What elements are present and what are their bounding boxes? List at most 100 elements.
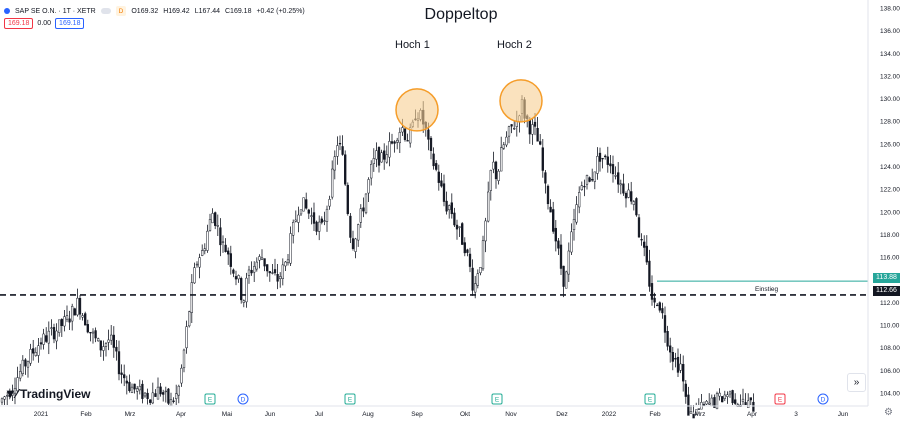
candle (606, 146, 609, 173)
y-tick-label: 138.00 (880, 6, 900, 13)
candle (455, 219, 459, 240)
candle (749, 397, 752, 405)
candle (403, 127, 407, 142)
candle (247, 265, 251, 284)
candle (6, 392, 9, 405)
candle (16, 366, 19, 393)
candle (398, 127, 401, 154)
entry-label: Einstieg (755, 286, 779, 293)
candle (190, 274, 193, 324)
candle (208, 213, 212, 232)
earnings-marker[interactable]: E (774, 393, 786, 405)
candle (682, 355, 685, 392)
candle (380, 149, 383, 163)
candle (198, 253, 201, 279)
candle (29, 343, 32, 366)
earnings-marker[interactable]: E (644, 393, 656, 405)
candle (510, 124, 513, 134)
candle (461, 222, 464, 245)
candle (630, 181, 633, 205)
candle (292, 219, 295, 244)
candle (484, 217, 487, 253)
dividend-marker[interactable]: D (237, 393, 249, 405)
levels: Einstieg (0, 280, 868, 296)
chart-title: Doppeltop (424, 6, 498, 23)
candle (271, 263, 274, 275)
candle (253, 261, 256, 282)
candle (671, 346, 674, 371)
candle (658, 301, 661, 313)
candle (68, 310, 71, 331)
candle (604, 154, 607, 160)
tradingview-logo-text: TradingView (20, 386, 91, 401)
candle (531, 118, 534, 145)
dividend-marker[interactable]: D (817, 393, 829, 405)
chart-settings-button[interactable]: ⚙ (884, 407, 893, 418)
candle (552, 201, 555, 234)
candle (336, 136, 339, 165)
candle (39, 337, 43, 350)
event-type-label: E (648, 397, 653, 404)
candle (13, 377, 17, 405)
candle (718, 388, 721, 401)
candle (505, 131, 508, 148)
event-type-label: E (778, 397, 783, 404)
candle (8, 388, 11, 400)
candle (744, 393, 747, 405)
candle (739, 394, 742, 407)
candle (726, 391, 729, 404)
candle (557, 237, 560, 255)
candle (367, 177, 370, 202)
candle (388, 132, 391, 167)
x-tick-label: Dez (556, 411, 568, 418)
y-tick-label: 122.00 (880, 187, 900, 194)
candle (627, 183, 630, 199)
earnings-marker[interactable]: E (344, 393, 356, 405)
goto-realtime-button[interactable]: » (847, 373, 866, 392)
symbol-label[interactable]: SAP SE O.N. · 1T · XETR (15, 7, 96, 15)
candle (445, 191, 448, 215)
candle (450, 193, 453, 219)
candle (656, 302, 659, 307)
candle (396, 137, 399, 150)
candle (601, 157, 604, 169)
candle (73, 307, 76, 316)
candle (125, 375, 128, 395)
candle (3, 395, 6, 405)
earnings-marker[interactable]: E (491, 393, 503, 405)
earnings-marker[interactable]: E (204, 393, 216, 405)
candle (169, 392, 173, 407)
bid-button[interactable]: 169.18 (4, 18, 34, 29)
visibility-toggle-icon[interactable] (100, 8, 111, 14)
candle (224, 238, 227, 253)
open-value: O169.32 (131, 7, 159, 15)
candle (229, 245, 232, 275)
candle (227, 247, 230, 265)
candle (710, 394, 713, 407)
peak-circle-1[interactable] (395, 88, 439, 132)
candle (354, 237, 357, 259)
tradingview-logo[interactable]: ▼⁄ TradingView (4, 386, 91, 401)
peak-circle-2[interactable] (499, 79, 543, 123)
candle (58, 319, 61, 337)
candle (705, 399, 708, 405)
quote-row: 169.18 0.00 169.18 (4, 18, 85, 29)
candle (323, 211, 326, 226)
candle (700, 393, 703, 410)
candle (565, 270, 568, 289)
x-tick-label: Aug (362, 411, 374, 418)
candle (487, 181, 490, 223)
ask-button[interactable]: 169.18 (55, 18, 85, 29)
x-tick-label: Sep (411, 411, 423, 418)
price-axis: 104.00106.00108.00110.00112.00114.00116.… (867, 0, 900, 406)
candle (442, 174, 446, 207)
candle (297, 206, 300, 233)
symbol-header[interactable]: SAP SE O.N. · 1T · XETR D O169.32 H169.4… (4, 4, 305, 18)
candle (60, 318, 63, 337)
candle (349, 213, 352, 244)
candle (185, 320, 188, 354)
candle (177, 384, 180, 404)
candle (588, 176, 591, 183)
mode-badge[interactable]: D (115, 6, 127, 16)
